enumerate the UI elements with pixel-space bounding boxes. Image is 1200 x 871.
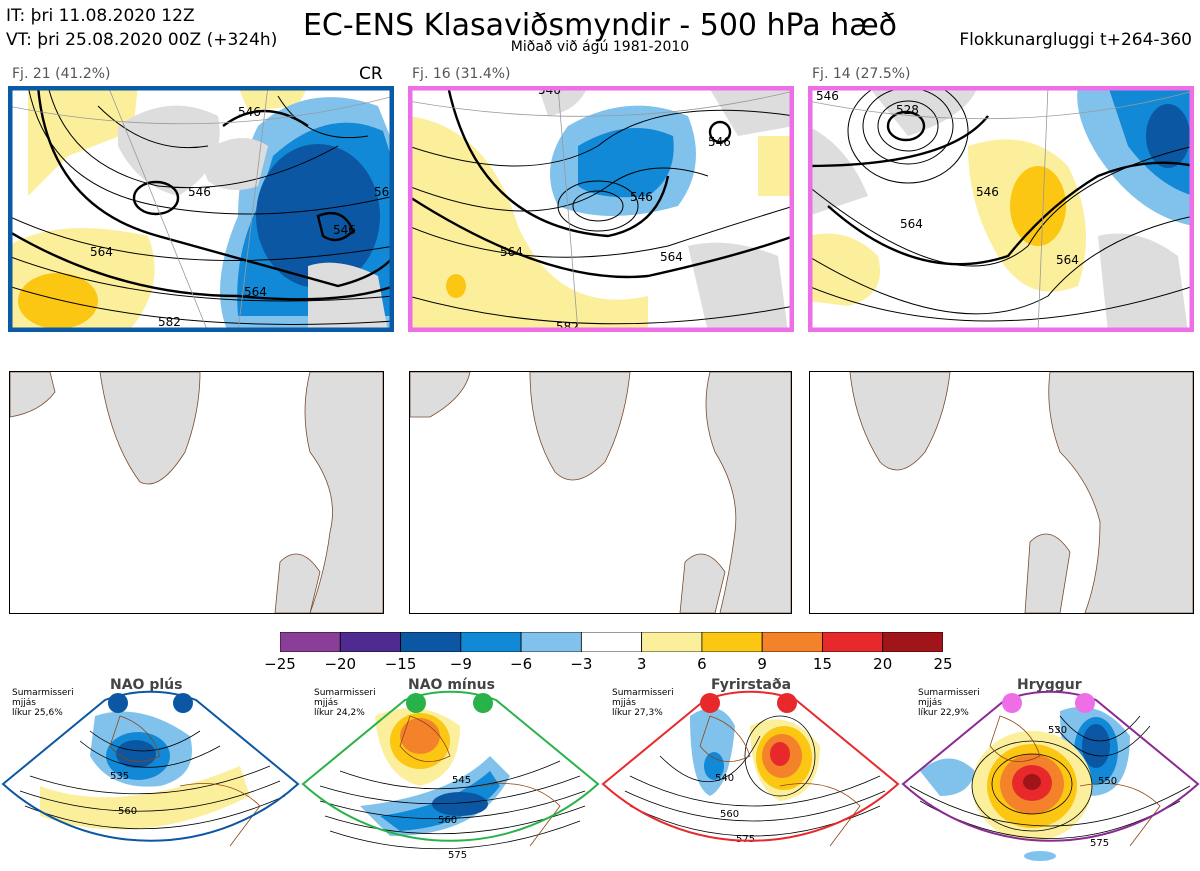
cluster-2-label: Fj. 16 (31.4%) [412,66,511,82]
contour-label: 546 [188,185,211,199]
colorbar-tick-label: −20 [324,655,357,673]
contour-label: 564 [374,185,394,199]
colorbar-tick-label: 25 [933,655,953,673]
contour-label: 550 [1098,776,1117,787]
colorbar-swatch [520,631,582,653]
regime-frame [301,690,600,842]
contour-label: 582 [158,315,181,329]
colorbar-swatch [882,631,944,653]
contour-label: 540 [715,773,734,784]
colorbar-swatches [279,631,944,653]
cluster-1-map: 546 546 546 564 564 582 564 [8,86,394,332]
colorbar-tick-label: 9 [757,655,767,673]
init-time: IT: þri 11.08.2020 12Z [6,6,195,26]
cluster-3-frame [808,86,1194,332]
regime-title: Fyrirstaða [711,677,792,693]
regime-marker-dot [1002,693,1022,713]
regime-marker-dot [108,693,128,713]
colorbar [279,631,944,653]
colorbar-tick-label: −6 [510,655,533,673]
cluster-3-label: Fj. 14 (27.5%) [812,66,911,82]
colorbar-swatch [641,631,703,653]
colorbar-tick-label: 6 [697,655,707,673]
colorbar-tick-label: −25 [264,655,296,673]
regime-marker-dot [700,693,720,713]
regime-nao-plus: Sumarmisseri mjjás líkur 25,6% NAO plús 53… [0,676,300,871]
regime-nao-minus: Sumarmisseri mjjás líkur 24,2% NAO mínus 5… [300,676,600,871]
regime-marker-dot [777,693,797,713]
regime-hryggur: Sumarmisseri mjjás líkur 22,9% Hryggur 530… [900,676,1200,871]
empty-panel-5 [409,371,792,614]
contour-label: 528 [896,103,919,117]
contour-label: 564 [1056,253,1079,267]
regime-note: Sumarmisseri mjjás líkur 22,9% [918,688,980,718]
regime-note: Sumarmisseri mjjás líkur 27,3% [612,688,674,718]
colorbar-swatch [400,631,462,653]
regime-marker-dot [1075,693,1095,713]
page-title: EC-ENS Klasaviðsmyndir - 500 hPa hæð [302,8,898,43]
cluster-1-label: Fj. 21 (41.2%) [12,66,111,82]
colorbar-swatch [701,631,763,653]
contour-label: 546 [538,86,561,97]
regime-frame [901,690,1200,842]
cluster-2-map: 546 546 564 564 582 546 [408,86,794,332]
cluster-2-frame [408,86,794,332]
colorbar-swatch [339,631,401,653]
regime-title: NAO mínus [408,677,495,693]
contour-label: 546 [816,89,839,103]
contour-label: 546 [333,223,356,237]
contour-label: 560 [720,809,739,820]
cluster-1-tag: CR [359,64,383,84]
contour-label: 546 [976,185,999,199]
contour-label: 560 [438,815,457,826]
regime-marker-dot [406,693,426,713]
contour-label: 564 [900,217,923,231]
colorbar-swatch [460,631,522,653]
contour-label: 546 [708,135,731,149]
empty-panel-6 [809,371,1194,614]
colorbar-swatch [279,631,341,653]
contour-label: 546 [630,190,653,204]
contour-label: 564 [660,250,683,264]
contour-label: 575 [448,850,467,861]
colorbar-swatch [822,631,884,653]
colorbar-tick-label: 3 [636,655,647,673]
colorbar-tick-label: −3 [570,655,593,673]
contour-label: 564 [500,245,523,259]
regime-note: Sumarmisseri mjjás líkur 24,2% [314,688,376,718]
cluster-3-map: 528 546 564 564 546 [808,86,1194,332]
contour-label: 575 [1090,838,1109,849]
regime-title: Hryggur [1017,677,1082,693]
contour-label: 564 [90,245,113,259]
colorbar-tick-label: −9 [449,655,472,673]
regime-frame [1,690,300,842]
contour-label: 530 [1048,725,1067,736]
page-subtitle: Miðað við ágú 1981-2010 [510,39,690,55]
colorbar-tick-label: 15 [812,655,832,673]
contour-label: 535 [110,771,129,782]
colorbar-tick-label: −15 [384,655,417,673]
regime-title: NAO plús [110,677,183,693]
contour-label: 545 [452,775,471,786]
regime-note: Sumarmisseri mjjás líkur 25,6% [12,688,74,718]
cluster-1-frame [8,86,394,332]
contour-label: 575 [736,834,755,845]
regime-marker-dot [473,693,493,713]
colorbar-tick-label: 20 [873,655,893,673]
cluster-window: Flokkunargluggi t+264-360 [959,30,1192,50]
contour-label: 560 [118,806,137,817]
colorbar-swatch [761,631,823,653]
regime-marker-dot [173,693,193,713]
contour-label: 564 [244,285,267,299]
regime-frame [601,690,900,842]
valid-time: VT: þri 25.08.2020 00Z (+324h) [6,30,278,50]
contour-label: 546 [238,105,261,119]
colorbar-tick-labels: −25 −20 −15 −9 −6 −3 3 6 9 15 20 25 [264,655,952,675]
colorbar-swatch [580,631,643,653]
regime-fyrirstada: Sumarmisseri mjjás líkur 27,3% Fyrirstaða … [600,676,900,871]
empty-panel-4 [9,371,384,614]
